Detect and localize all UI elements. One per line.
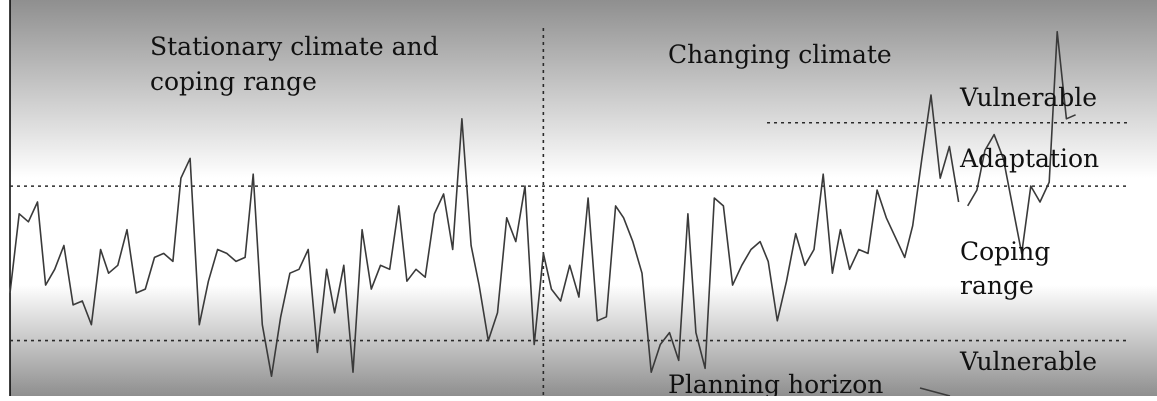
coping-range-label-line2: range: [960, 271, 1034, 300]
adaptation-label: Adaptation: [959, 144, 1099, 173]
coping-range-label-line1: Coping: [960, 237, 1050, 266]
vulnerable-top-label: Vulnerable: [959, 83, 1097, 112]
stationary-label-line2: coping range: [150, 67, 317, 96]
planning-horizon-label: Planning horizon: [668, 370, 883, 396]
stationary-label-line1: Stationary climate and: [150, 32, 439, 61]
changing-climate-label: Changing climate: [668, 40, 892, 69]
vulnerable-bottom-label: Vulnerable: [959, 347, 1097, 376]
